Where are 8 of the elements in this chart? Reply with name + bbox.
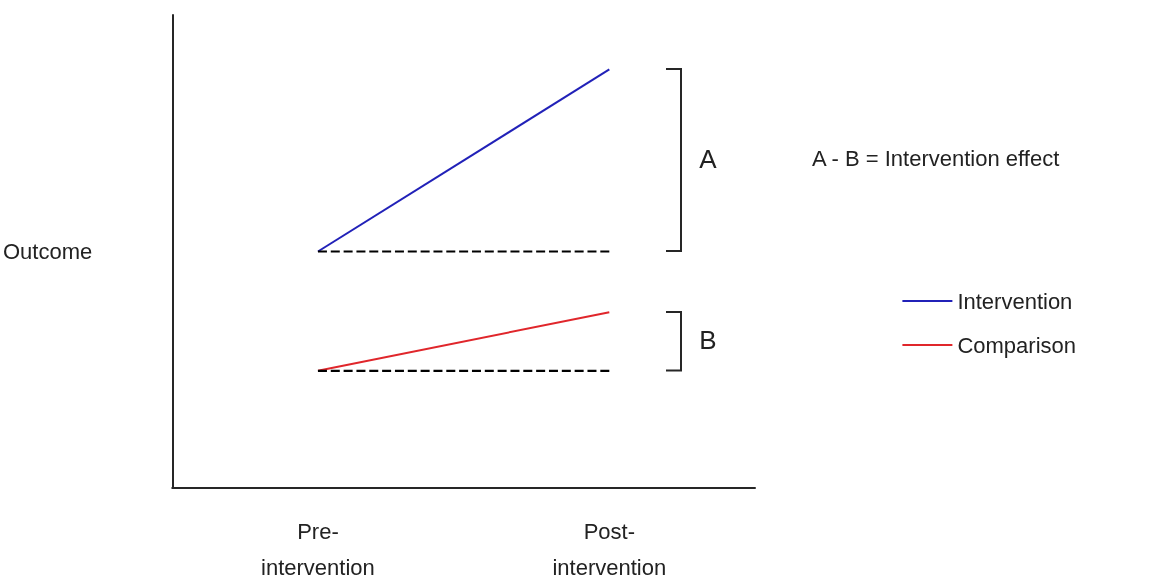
legend-label: Comparison xyxy=(957,332,1076,358)
text: A - B = Intervention effect xyxy=(812,146,1060,173)
legend-label: Intervention xyxy=(957,288,1073,314)
annotation: B xyxy=(699,325,717,357)
x-tick-label: Pre- intervention xyxy=(261,518,375,580)
y-axis-title: Outcome xyxy=(2,239,93,264)
x-tick-label: Post- intervention xyxy=(552,518,667,580)
annotation: A xyxy=(699,144,717,176)
